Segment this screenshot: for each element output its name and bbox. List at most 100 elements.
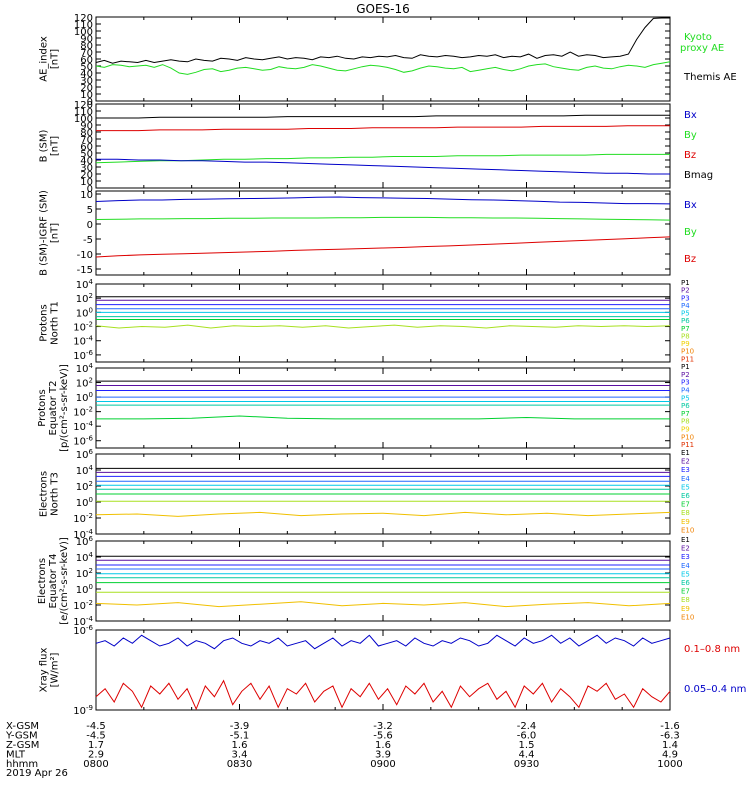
y-tick-label: 100 [76,306,93,319]
y-axis-label: [nT] [50,223,61,243]
footer-value: -6.0 [517,731,537,742]
footer-value: 1.6 [232,740,248,751]
legend-p10: P10 [681,433,694,441]
y-tick-label-exp: -9 [86,704,93,712]
y-tick-label: 104 [76,362,94,375]
y-tick-label: 10-2 [73,512,93,525]
y-tick-label: 106 [76,535,94,548]
y-tick-label-exp: -6 [86,349,94,357]
y-tick-label-exp: 4 [89,362,94,370]
y-axis-label: Electrons [39,471,50,517]
footer-value: 4.9 [662,750,678,761]
y-tick-label: -15 [77,265,93,276]
legend-p4: P4 [681,302,690,310]
y-tick-label-base: 10 [73,706,86,717]
y-tick-label: 100 [74,114,93,125]
y-axis-label: Protons [39,304,50,341]
series-line-e9 [95,601,671,608]
y-tick-label: 20 [80,83,93,94]
legend-bz: Bz [684,150,696,161]
y-tick-label: 10-2 [73,321,93,334]
legend-e4: E4 [681,475,690,483]
footer-value: -6.3 [660,731,680,742]
panel-frame [95,367,671,449]
footer-value: 2.9 [88,750,104,761]
y-tick-label-base: 10 [73,514,86,525]
legend-kyoto: Kyoto [684,32,712,43]
y-tick-label-base: 10 [76,585,89,596]
legend-proxy-ae: proxy AE [680,43,724,54]
legend-e4: E4 [681,562,690,570]
legend-e7: E7 [681,501,690,509]
y-axis-label: North T1 [50,301,61,345]
legend-p2: P2 [681,287,690,295]
legend-p8: P8 [681,332,690,340]
y-tick-label: 20 [80,170,93,181]
y-tick-label: 10-9 [73,704,93,717]
y-tick-label: 80 [80,128,93,139]
legend-p6: P6 [681,317,690,325]
y-tick-label: 0 [87,184,93,195]
y-tick-label: 104 [76,464,94,477]
y-tick-label: 104 [76,278,94,291]
series-line-by [95,153,670,164]
legend-bx: Bx [684,110,697,121]
y-tick-label-base: 10 [73,422,86,433]
y-tick-label-exp: 2 [89,292,93,300]
footer-date: 2019 Apr 26 [6,768,68,779]
footer-label-mlt: MLT [6,750,26,761]
y-tick-label: 50 [80,62,93,73]
legend-bx: Bx [684,200,697,211]
plot-title: GOES-16 [356,2,410,16]
y-tick-label-exp: -2 [86,599,93,607]
y-tick-label: 104 [76,551,94,564]
legend-bmag: Bmag [684,170,713,181]
y-tick-label-exp: -4 [86,420,94,428]
footer-value: 1.7 [88,740,104,751]
y-tick-label: 70 [80,135,93,146]
y-tick-label: 80 [80,41,93,52]
y-tick-label-base: 10 [73,337,86,348]
y-tick-label: 100 [74,27,93,38]
y-tick-label: 110 [74,107,93,118]
series-line-0-1-0-8-nm [95,679,671,711]
y-tick-label: 50 [80,149,93,160]
footer-value: 1.6 [375,740,391,751]
legend-e5: E5 [681,483,690,491]
y-tick-label-base: 10 [76,450,89,461]
series-line-themis-ae [95,17,670,64]
footer-label-y-gsm: Y-GSM [5,731,38,742]
footer-value: -5.1 [230,731,250,742]
legend-e5: E5 [681,570,690,578]
y-tick-label-base: 10 [76,569,89,580]
y-tick-label-exp: 6 [89,535,94,543]
legend-e8: E8 [681,509,690,517]
series-line-bx [96,158,670,175]
legend-p9: P9 [681,340,690,348]
y-tick-label: 10 [80,190,93,201]
y-tick-label-exp: -6 [86,435,94,443]
y-tick-label: 40 [80,69,93,80]
orbit-footer: X-GSM -4.5 -3.9 -3.2 -2.4 -1.6 Y-GSM -4.5 -5.1 -5… [5,721,683,779]
y-tick-label-exp: 2 [89,377,93,385]
y-tick-label: 60 [80,142,93,153]
y-tick-label: 10 [80,177,93,188]
legend-0.05-0.4nm: 0.05–0.4 nm [684,684,746,695]
footer-value: -4.5 [86,731,106,742]
y-tick-label: 102 [76,480,93,493]
y-tick-label: 30 [80,76,93,87]
y-tick-label: 0 [87,97,93,108]
panel-frame [95,283,671,363]
legend-p4: P4 [681,386,690,394]
panel-frame [95,540,671,622]
legend-xray: 0.1–0.8 nm 0.05–0.4 nm [684,644,746,695]
legend-e10: E10 [681,613,694,621]
footer-value: 1.4 [662,740,678,751]
series-line-p7 [96,415,670,420]
